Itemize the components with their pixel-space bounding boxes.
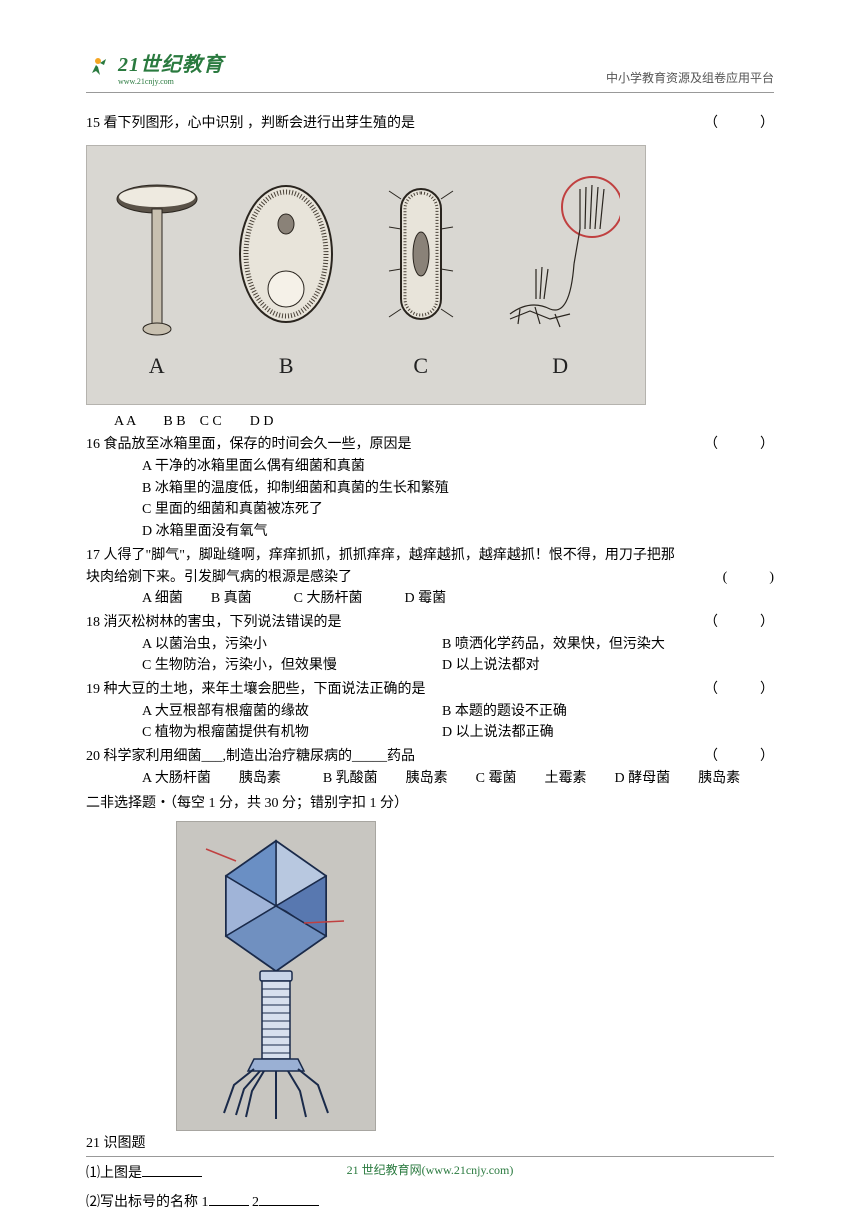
q17-paren: ( ) (723, 567, 774, 589)
logo-icon (86, 53, 114, 81)
q17-options: A 细菌 B 真菌 C 大肠杆菌 D 霉菌 (86, 588, 774, 610)
q15-text: 15 看下列图形，心中识别 ，判断会进行出芽生殖的是 (86, 113, 415, 135)
q16-text: 16 食品放至冰箱里面，保存的时间会久一些，原因是 (86, 434, 412, 456)
label-c: C (413, 349, 428, 383)
header-subtitle: 中小学教育资源及组卷应用平台 (606, 69, 774, 86)
blank2[interactable] (209, 1192, 249, 1206)
q20-options: A 大肠杆菌 胰岛素 B 乳酸菌 胰岛素 C 霉菌 土霉素 D 酵母菌 胰岛素 (86, 768, 774, 790)
label-a: A (149, 349, 165, 383)
q19-opt-a: A 大豆根部有根瘤菌的缘故 (142, 701, 442, 723)
label-b: B (279, 349, 294, 383)
organism-b: B (231, 169, 341, 383)
q18-opt-b: B 喷洒化学药品，效果快，但污染大 (442, 634, 665, 656)
q15-paren: （ ） (704, 113, 774, 135)
logo: 21世纪教育 www.21cnjy.com (86, 48, 224, 86)
logo-text: 21世纪教育 (118, 48, 224, 77)
page-header: 21世纪教育 www.21cnjy.com 中小学教育资源及组卷应用平台 (86, 48, 774, 86)
q16-opt-c: C 里面的细菌和真菌被冻死了 (86, 499, 774, 521)
footer-divider (86, 1156, 774, 1157)
organism-a: A (112, 169, 202, 383)
logo-url: www.21cnjy.com (118, 77, 224, 86)
blank3[interactable] (259, 1192, 319, 1206)
question-20: 20 科学家利用细菌___,制造出治疗糖尿病的_____药品 （ ） A 大肠杆… (86, 746, 774, 789)
page-footer: 21 世纪教育网(www.21cnjy.com) (86, 1156, 774, 1178)
question-17: 17 人得了"脚气"，脚趾缝啊，痒痒抓抓，抓抓痒痒，越痒越抓，越痒越抓！恨不得，… (86, 545, 774, 610)
q18-opt-c: C 生物防治，污染小，但效果慢 (142, 655, 442, 677)
label-d: D (552, 349, 568, 383)
organism-c: C (371, 169, 471, 383)
content-body: 15 看下列图形，心中识别 ，判断会进行出芽生殖的是 （ ） A (86, 113, 774, 1214)
header-divider (86, 92, 774, 93)
q21-sub2: ⑵写出标号的名称 1 2 (86, 1192, 774, 1214)
q19-opt-d: D 以上说法都正确 (442, 722, 554, 744)
q20-text: 20 科学家利用细菌___,制造出治疗糖尿病的_____药品 (86, 746, 415, 768)
q15-options: A A B B C C D D (86, 411, 774, 433)
q15-figure: A B (86, 145, 646, 405)
q16-opt-b: B 冰箱里的温度低，抑制细菌和真菌的生长和繁殖 (86, 478, 774, 500)
q18-opt-d: D 以上说法都对 (442, 655, 540, 677)
q17-text2: 块肉给剜下来。引发脚气病的根源是感染了 (86, 567, 352, 589)
q18-text: 18 消灭松树林的害虫，下列说法错误的是 (86, 612, 342, 634)
question-15: 15 看下列图形，心中识别 ，判断会进行出芽生殖的是 （ ） A (86, 113, 774, 432)
q16-opt-d: D 冰箱里面没有氧气 (86, 521, 774, 543)
q19-opt-b: B 本题的题设不正确 (442, 701, 567, 723)
q18-paren: （ ） (704, 612, 774, 634)
section2-title: 二非选择题・（每空 1 分，共 30 分；错别字扣 1 分） (86, 793, 774, 815)
footer-text: 21 世纪教育网(www.21cnjy.com) (86, 1161, 774, 1178)
q19-opt-c: C 植物为根瘤菌提供有机物 (142, 722, 442, 744)
q16-paren: （ ） (704, 434, 774, 456)
question-19: 19 种大豆的土地，来年土壤会肥些，下面说法正确的是 （ ） A 大豆根部有根瘤… (86, 679, 774, 744)
q18-opt-a: A 以菌治虫，污染小 (142, 634, 442, 656)
q21-figure (176, 821, 376, 1131)
question-18: 18 消灭松树林的害虫，下列说法错误的是 （ ） A 以菌治虫，污染小 B 喷洒… (86, 612, 774, 677)
organism-d: D (500, 169, 620, 383)
q17-text1: 17 人得了"脚气"，脚趾缝啊，痒痒抓抓，抓抓痒痒，越痒越抓，越痒越抓！恨不得，… (86, 545, 774, 567)
q21-text: 21 识图题 (86, 1133, 774, 1155)
q19-paren: （ ） (704, 679, 774, 701)
q19-text: 19 种大豆的土地，来年土壤会肥些，下面说法正确的是 (86, 679, 426, 701)
q20-paren: （ ） (704, 746, 774, 768)
q16-opt-a: A 干净的冰箱里面么偶有细菌和真菌 (86, 456, 774, 478)
question-16: 16 食品放至冰箱里面，保存的时间会久一些，原因是 （ ） A 干净的冰箱里面么… (86, 434, 774, 542)
